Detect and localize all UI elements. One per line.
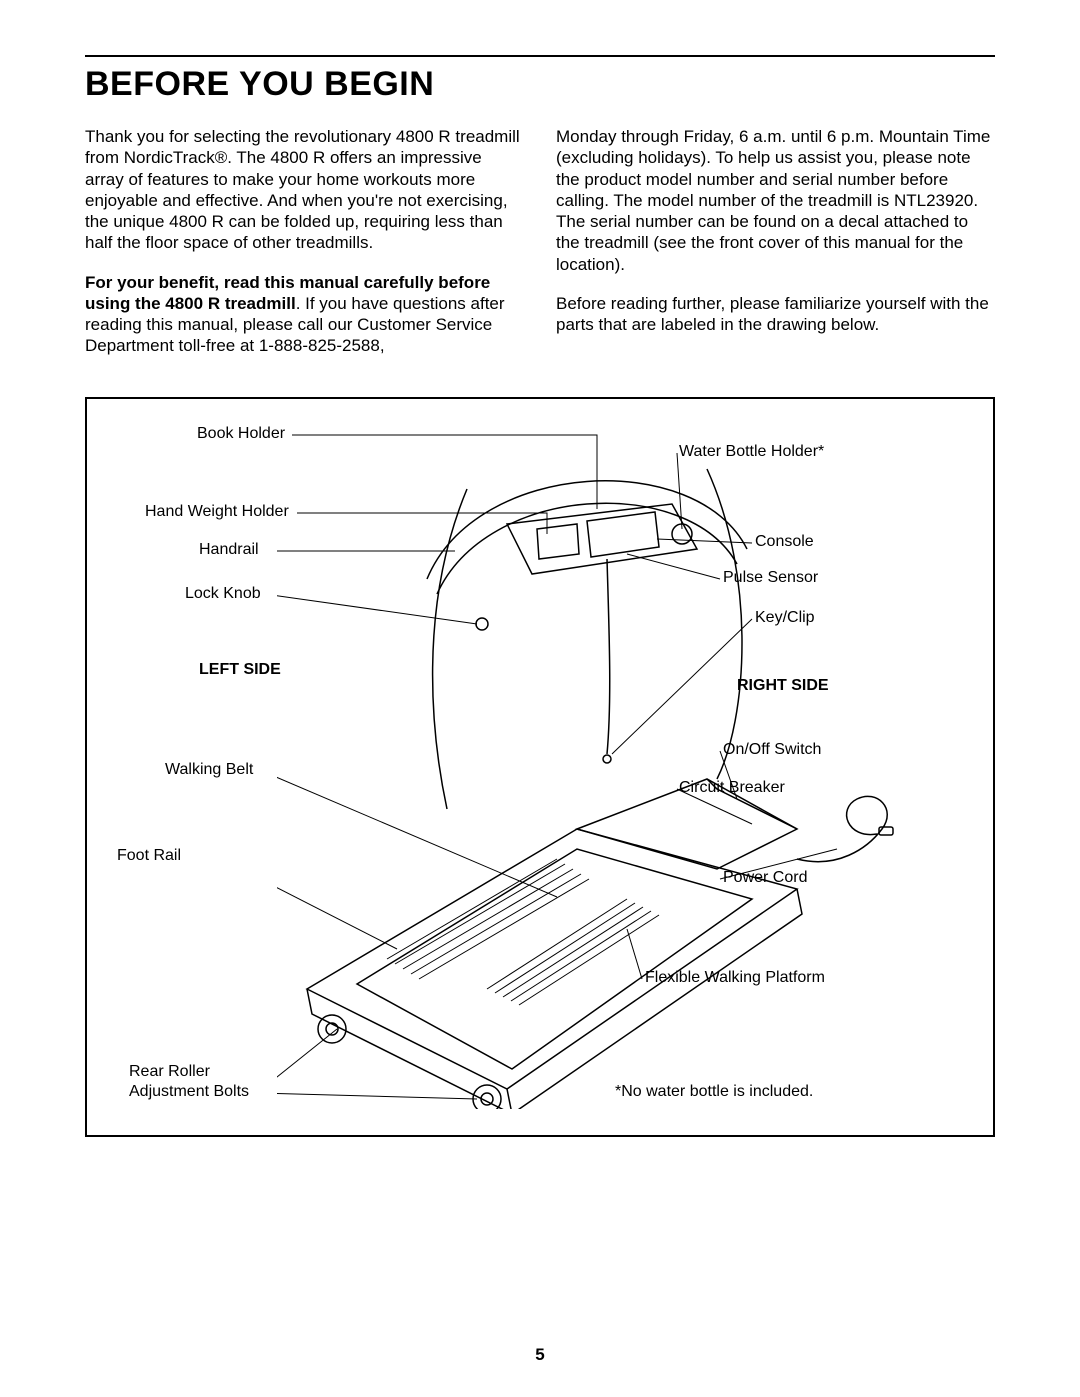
label-book-holder: Book Holder bbox=[197, 425, 285, 443]
top-rule bbox=[85, 55, 995, 57]
read-manual-paragraph: For your benefit, read this manual caref… bbox=[85, 272, 524, 357]
label-lock-knob: Lock Knob bbox=[185, 585, 261, 603]
familiarize-paragraph: Before reading further, please familiari… bbox=[556, 293, 995, 336]
label-rear-roller2: Adjustment Bolts bbox=[129, 1083, 249, 1101]
text-columns: Thank you for selecting the revolutionar… bbox=[85, 126, 995, 375]
heading-left-side: LEFT SIDE bbox=[199, 661, 281, 679]
label-walking-belt: Walking Belt bbox=[165, 761, 253, 779]
column-left: Thank you for selecting the revolutionar… bbox=[85, 126, 524, 375]
page-title: BEFORE YOU BEGIN bbox=[85, 65, 995, 104]
label-handrail: Handrail bbox=[199, 541, 259, 559]
label-hand-weight: Hand Weight Holder bbox=[145, 503, 289, 521]
column-right: Monday through Friday, 6 a.m. until 6 p.… bbox=[556, 126, 995, 375]
treadmill-diagram: Book Holder Hand Weight Holder Handrail … bbox=[85, 397, 995, 1137]
treadmill-icon bbox=[277, 429, 917, 1109]
label-foot-rail: Foot Rail bbox=[117, 847, 181, 865]
intro-paragraph: Thank you for selecting the revolutionar… bbox=[85, 126, 524, 254]
hours-paragraph: Monday through Friday, 6 a.m. until 6 p.… bbox=[556, 126, 995, 275]
page: BEFORE YOU BEGIN Thank you for selecting… bbox=[0, 0, 1080, 1177]
label-rear-roller1: Rear Roller bbox=[129, 1063, 210, 1081]
page-number: 5 bbox=[0, 1345, 1080, 1365]
